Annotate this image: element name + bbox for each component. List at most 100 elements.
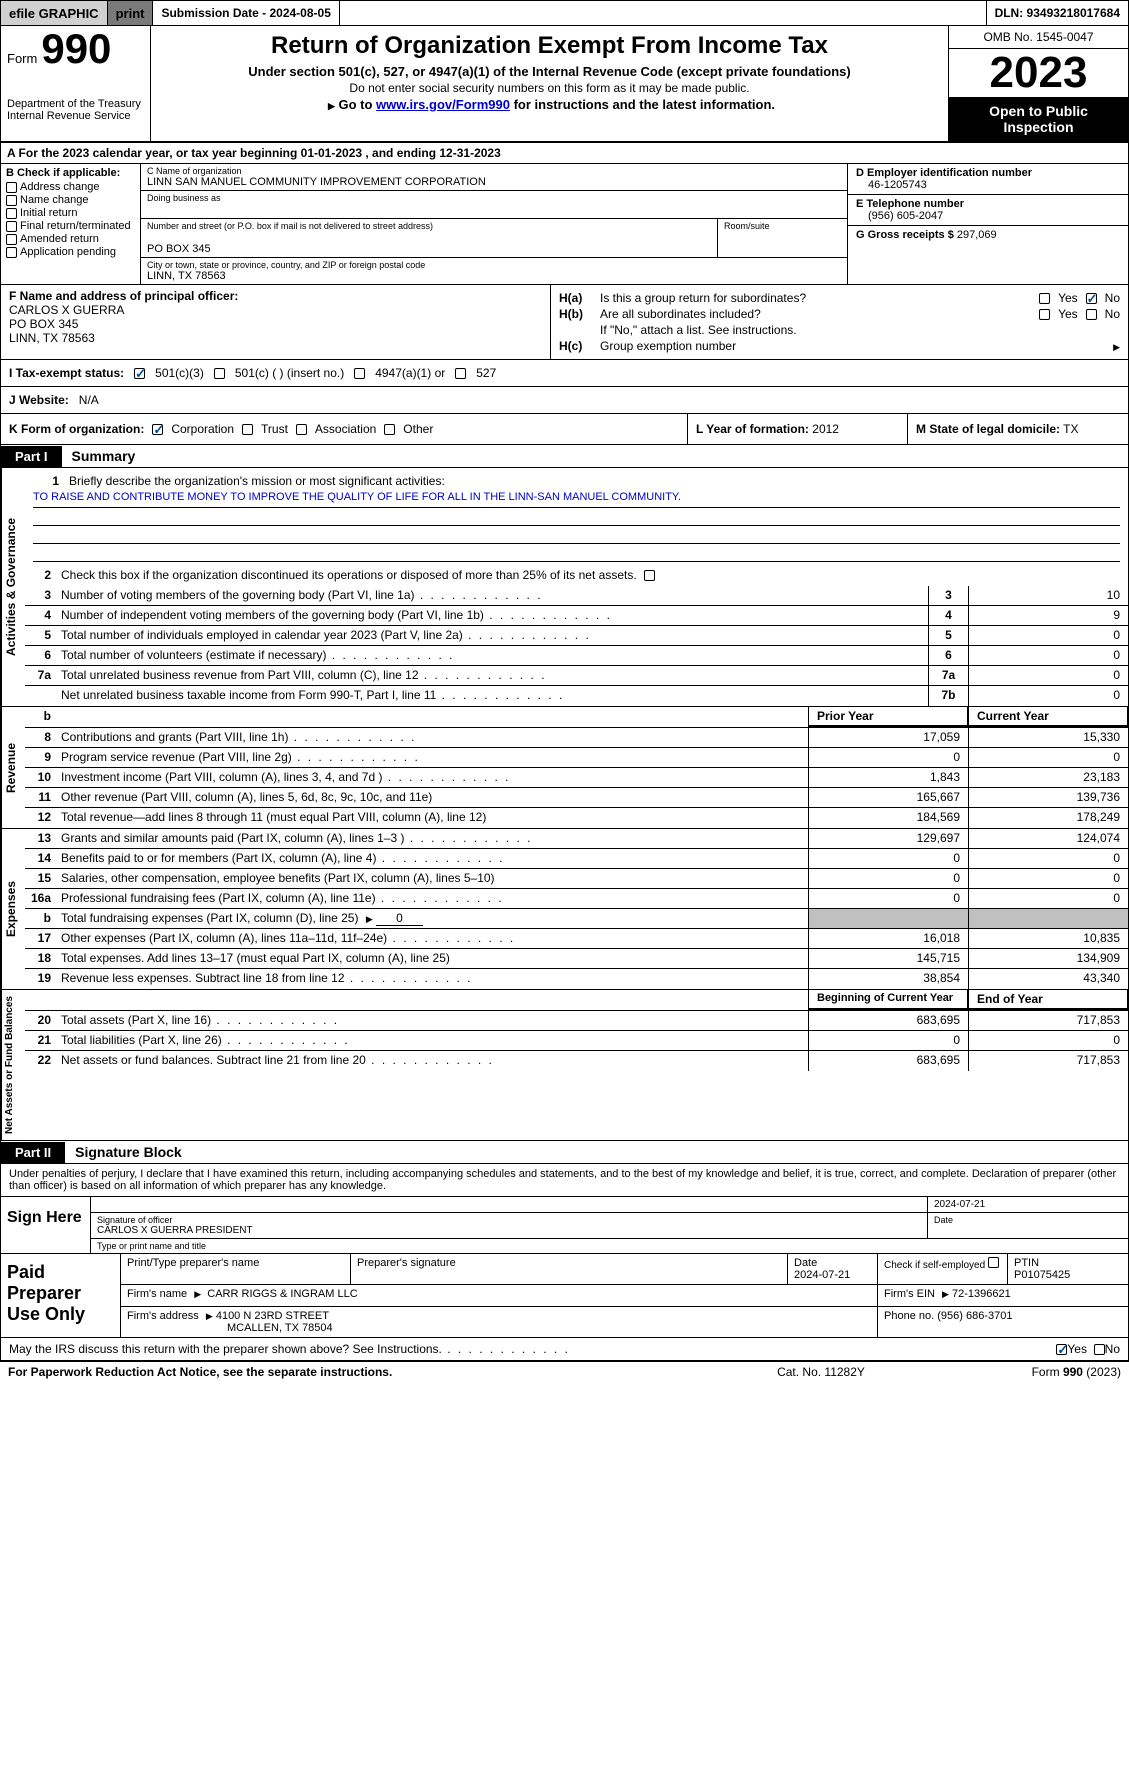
part-ii-header: Part II Signature Block bbox=[0, 1141, 1129, 1164]
ha-yes-chk[interactable] bbox=[1039, 293, 1050, 304]
sig-nametitle-label: Type or print name and title bbox=[97, 1241, 1122, 1251]
ln10-text: Investment income (Part VIII, column (A)… bbox=[55, 768, 808, 787]
chk-4947[interactable] bbox=[354, 368, 365, 379]
ln7b-box: 7b bbox=[928, 686, 968, 706]
prep-selfemp-chk[interactable] bbox=[988, 1257, 999, 1268]
ein-value: 46-1205743 bbox=[856, 179, 1120, 191]
ln18-prior: 145,715 bbox=[808, 949, 968, 968]
chk-amended[interactable] bbox=[6, 234, 17, 245]
chk-501c[interactable] bbox=[214, 368, 225, 379]
ha-label: H(a) bbox=[559, 291, 594, 305]
prep-date-label: Date bbox=[794, 1257, 871, 1269]
open-inspection-badge: Open to Public Inspection bbox=[949, 97, 1128, 141]
discuss-no-lbl: No bbox=[1105, 1342, 1120, 1356]
ln9-text: Program service revenue (Part VIII, line… bbox=[55, 748, 808, 767]
ln2-chk[interactable] bbox=[644, 570, 655, 581]
firm-name-label: Firm's name bbox=[127, 1288, 187, 1300]
irs-form990-link[interactable]: www.irs.gov/Form990 bbox=[376, 97, 510, 112]
discuss-no-chk[interactable] bbox=[1094, 1344, 1105, 1355]
hc-label: H(c) bbox=[559, 339, 594, 353]
entity-block: B Check if applicable: Address change Na… bbox=[0, 164, 1129, 285]
footer-paperwork: For Paperwork Reduction Act Notice, see … bbox=[8, 1365, 721, 1379]
ln15-prior: 0 bbox=[808, 869, 968, 888]
chk-name-change[interactable] bbox=[6, 195, 17, 206]
lbl-other: Other bbox=[403, 422, 433, 436]
ln16a-curr: 0 bbox=[968, 889, 1128, 908]
summary-expenses: Expenses 13Grants and similar amounts pa… bbox=[0, 829, 1129, 990]
form-goto: Go to www.irs.gov/Form990 for instructio… bbox=[161, 97, 938, 112]
chk-amended-lbl: Amended return bbox=[20, 233, 99, 245]
i-row: I Tax-exempt status: 501(c)(3) 501(c) ( … bbox=[0, 360, 1129, 387]
vtab-activities: Activities & Governance bbox=[1, 468, 25, 706]
ln7b-text: Net unrelated business taxable income fr… bbox=[55, 686, 928, 706]
page-footer: For Paperwork Reduction Act Notice, see … bbox=[0, 1362, 1129, 1382]
k-label: K Form of organization: bbox=[9, 422, 144, 436]
ln20-text: Total assets (Part X, line 16) bbox=[55, 1011, 808, 1030]
chk-527[interactable] bbox=[455, 368, 466, 379]
part-i-tab: Part I bbox=[1, 446, 62, 467]
signature-block: Under penalties of perjury, I declare th… bbox=[0, 1164, 1129, 1254]
discuss-yes-chk[interactable] bbox=[1056, 1344, 1067, 1355]
hb-yes-lbl: Yes bbox=[1058, 307, 1078, 321]
chk-final-return[interactable] bbox=[6, 221, 17, 232]
sig-officer-label: Signature of officer bbox=[97, 1215, 921, 1225]
lbl-527: 527 bbox=[476, 366, 496, 380]
org-name: LINN SAN MANUEL COMMUNITY IMPROVEMENT CO… bbox=[147, 176, 841, 188]
ln21-text: Total liabilities (Part X, line 26) bbox=[55, 1031, 808, 1050]
chk-501c3[interactable] bbox=[134, 368, 145, 379]
mission-blank-1 bbox=[33, 508, 1120, 526]
ln16b-text: Total fundraising expenses (Part IX, col… bbox=[55, 909, 808, 928]
m-value: TX bbox=[1063, 422, 1078, 436]
dba-label: Doing business as bbox=[147, 193, 841, 203]
ln13-curr: 124,074 bbox=[968, 829, 1128, 848]
ha-no-chk[interactable] bbox=[1086, 293, 1097, 304]
chk-assoc[interactable] bbox=[296, 424, 307, 435]
ln10-prior: 1,843 bbox=[808, 768, 968, 787]
lbl-501c3: 501(c)(3) bbox=[155, 366, 204, 380]
ln6-box: 6 bbox=[928, 646, 968, 665]
ln5-val: 0 bbox=[968, 626, 1128, 645]
l-value: 2012 bbox=[812, 422, 839, 436]
ln4-box: 4 bbox=[928, 606, 968, 625]
ln14-curr: 0 bbox=[968, 849, 1128, 868]
mission-text: TO RAISE AND CONTRIBUTE MONEY TO IMPROVE… bbox=[33, 490, 1120, 508]
ln7a-val: 0 bbox=[968, 666, 1128, 685]
firm-phone: (956) 686-3701 bbox=[937, 1310, 1012, 1322]
goto-post: for instructions and the latest informat… bbox=[514, 97, 775, 112]
org-name-label: C Name of organization bbox=[147, 166, 841, 176]
chk-app-pending[interactable] bbox=[6, 247, 17, 258]
ln22-text: Net assets or fund balances. Subtract li… bbox=[55, 1051, 808, 1071]
prep-selfemp-label: Check if self-employed bbox=[884, 1260, 985, 1271]
mission-blank-2 bbox=[33, 526, 1120, 544]
sig-declaration: Under penalties of perjury, I declare th… bbox=[1, 1164, 1128, 1197]
chk-corp[interactable] bbox=[152, 424, 163, 435]
ln6-val: 0 bbox=[968, 646, 1128, 665]
chk-other[interactable] bbox=[384, 424, 395, 435]
ln21-prior: 0 bbox=[808, 1031, 968, 1050]
hb-yes-chk[interactable] bbox=[1039, 309, 1050, 320]
ln15-text: Salaries, other compensation, employee b… bbox=[55, 869, 808, 888]
discuss-yes-lbl: Yes bbox=[1067, 1342, 1087, 1356]
hb-no-chk[interactable] bbox=[1086, 309, 1097, 320]
tax-year-line: A For the 2023 calendar year, or tax yea… bbox=[0, 143, 1129, 164]
ln20-prior: 683,695 bbox=[808, 1011, 968, 1030]
hdr-begin: Beginning of Current Year bbox=[808, 990, 968, 1010]
ln16b-shade2 bbox=[968, 909, 1128, 928]
ln3-box: 3 bbox=[928, 586, 968, 605]
city-value: LINN, TX 78563 bbox=[147, 270, 841, 282]
chk-initial-return[interactable] bbox=[6, 208, 17, 219]
chk-address-change[interactable] bbox=[6, 182, 17, 193]
goto-pre: Go to bbox=[339, 97, 377, 112]
hdr-prior: Prior Year bbox=[808, 707, 968, 727]
ln10-curr: 23,183 bbox=[968, 768, 1128, 787]
print-button[interactable]: print bbox=[108, 1, 154, 25]
header-right: OMB No. 1545-0047 2023 Open to Public In… bbox=[948, 26, 1128, 141]
ha-text: Is this a group return for subordinates? bbox=[600, 291, 1033, 305]
footer-catno: Cat. No. 11282Y bbox=[721, 1365, 921, 1379]
part-ii-tab: Part II bbox=[1, 1142, 65, 1163]
chk-trust[interactable] bbox=[242, 424, 253, 435]
ln16a-text: Professional fundraising fees (Part IX, … bbox=[55, 889, 808, 908]
efile-graphic-button[interactable]: efile GRAPHIC bbox=[1, 1, 108, 25]
ln1-label: Briefly describe the organization's miss… bbox=[63, 472, 1120, 490]
box-f: F Name and address of principal officer:… bbox=[1, 285, 551, 359]
